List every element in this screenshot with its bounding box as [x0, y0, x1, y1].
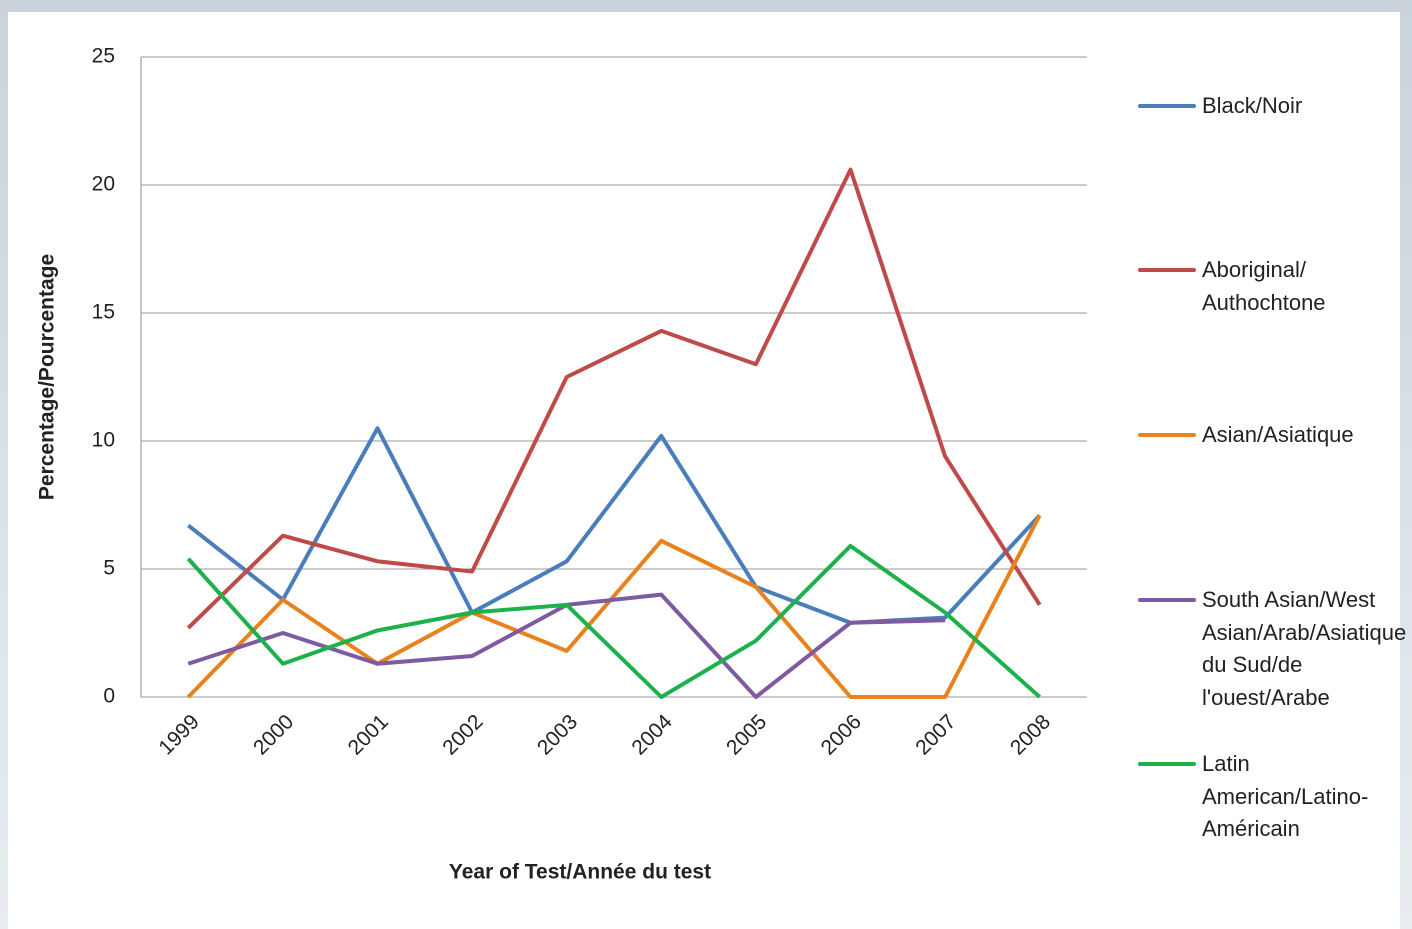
legend-item: Black/Noir — [1138, 90, 1410, 123]
legend-swatch — [1138, 433, 1196, 437]
legend-label: Latin American/Latino-Américain — [1202, 751, 1369, 841]
legend-item: Aboriginal/ Authochtone — [1138, 254, 1410, 319]
legend-swatch — [1138, 762, 1196, 766]
y-axis-title: Percentage/Pourcentage — [36, 254, 59, 500]
legend-swatch — [1138, 104, 1196, 108]
legend-label: South Asian/West Asian/Arab/Asiatique du… — [1202, 587, 1407, 710]
series-line — [186, 514, 1042, 699]
series-line — [186, 543, 1042, 699]
legend-swatch — [1138, 598, 1196, 602]
legend-item: South Asian/West Asian/Arab/Asiatique du… — [1138, 584, 1410, 714]
y-tick-label: 20 — [92, 173, 115, 196]
y-tick-label: 15 — [92, 301, 115, 324]
legend-item: Latin American/Latino-Américain — [1138, 748, 1410, 846]
y-tick-label: 10 — [92, 429, 115, 452]
x-axis-title: Year of Test/Année du test — [449, 861, 711, 884]
legend-label: Aboriginal/ Authochtone — [1202, 257, 1326, 315]
series-line — [186, 167, 1042, 630]
legend-item: Asian/Asiatique — [1138, 419, 1410, 452]
y-tick-label: 25 — [92, 45, 115, 68]
legend-label: Asian/Asiatique — [1202, 422, 1354, 447]
legend-swatch — [1138, 268, 1196, 272]
y-tick-label: 0 — [103, 685, 115, 708]
panel — [8, 12, 1400, 929]
legend-label: Black/Noir — [1202, 93, 1303, 118]
y-tick-label: 5 — [103, 557, 115, 580]
